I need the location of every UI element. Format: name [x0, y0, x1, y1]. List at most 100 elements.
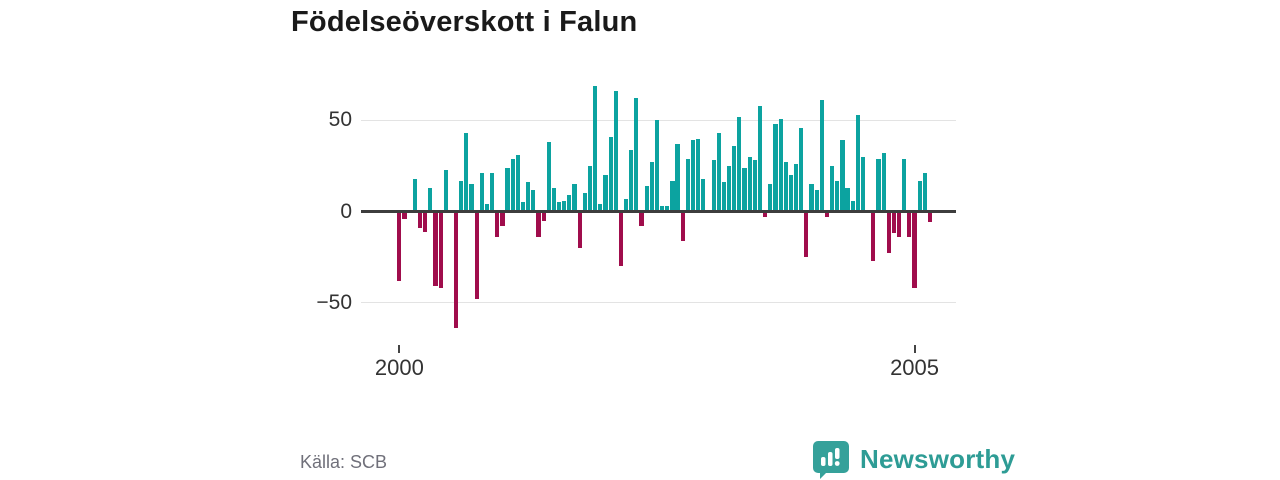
bar — [417, 211, 423, 228]
bar — [593, 85, 598, 212]
bar — [459, 180, 464, 212]
bar — [891, 211, 897, 234]
bar — [793, 164, 799, 212]
bar — [660, 206, 665, 212]
bar — [541, 211, 546, 221]
bar — [428, 187, 433, 212]
bar — [881, 153, 886, 212]
bar — [819, 100, 824, 212]
bar — [716, 133, 721, 212]
bar — [453, 211, 459, 329]
bar — [747, 156, 752, 212]
bar — [490, 173, 495, 212]
x-axis-label: 2005 — [890, 355, 940, 380]
x-axis-tick — [398, 345, 401, 353]
bar — [649, 162, 654, 212]
bar — [907, 211, 912, 238]
bar — [922, 173, 927, 212]
bar — [721, 182, 727, 212]
bar — [711, 160, 716, 212]
bar — [479, 173, 484, 212]
bar — [860, 156, 866, 212]
bar — [603, 175, 608, 212]
bar — [768, 184, 773, 212]
x-axis-label: 2000 — [374, 355, 424, 380]
zero-axis-line — [361, 210, 956, 213]
bar — [680, 211, 685, 241]
bar — [804, 211, 809, 258]
bar — [639, 211, 644, 227]
bar — [690, 140, 696, 212]
bar — [567, 195, 572, 212]
bar — [799, 127, 804, 212]
chart-title: Födelseöverskott i Falun — [291, 6, 638, 38]
bar — [788, 175, 793, 212]
bar — [732, 145, 737, 212]
y-axis-label: 0 — [340, 199, 352, 223]
bar — [902, 158, 907, 212]
bar — [412, 178, 417, 212]
bar — [613, 91, 618, 212]
bar — [582, 193, 587, 212]
newsworthy-wordmark: Newsworthy — [860, 444, 1016, 474]
bar — [835, 180, 840, 212]
bar — [469, 184, 474, 212]
bar — [696, 138, 701, 212]
bar — [484, 204, 490, 212]
bar — [752, 160, 757, 212]
bar — [397, 211, 402, 281]
bar — [629, 149, 634, 212]
bar — [526, 182, 531, 212]
bar — [855, 114, 860, 212]
bar — [536, 211, 541, 238]
bar — [556, 202, 562, 212]
bar — [551, 187, 557, 212]
bar — [520, 202, 526, 212]
bar — [598, 204, 603, 212]
bar — [402, 211, 407, 219]
bar — [783, 162, 788, 212]
bar — [618, 211, 623, 267]
bar — [443, 169, 448, 212]
y-axis-label: 50 — [328, 108, 352, 132]
bar — [577, 211, 582, 248]
bar — [670, 180, 675, 212]
bar — [845, 187, 850, 212]
bar — [886, 211, 891, 254]
bar — [778, 118, 783, 212]
bar — [634, 98, 639, 212]
bar — [726, 165, 732, 212]
bar — [927, 211, 933, 223]
bar — [876, 158, 881, 212]
gridline — [361, 302, 956, 304]
bar — [665, 206, 670, 212]
bar — [474, 211, 479, 299]
bar — [917, 180, 922, 212]
bar — [757, 105, 763, 212]
bar — [685, 158, 690, 212]
bar — [608, 136, 613, 212]
bar — [737, 116, 742, 212]
bar — [814, 189, 819, 212]
x-axis-tick — [913, 345, 916, 353]
bar — [809, 184, 814, 212]
bar — [438, 211, 443, 289]
newsworthy-logo: Newsworthy — [812, 440, 1015, 479]
source-label: Källa: SCB — [300, 452, 388, 472]
bar — [773, 123, 778, 212]
bar — [850, 200, 855, 212]
bar — [742, 167, 747, 212]
bar — [495, 211, 500, 238]
bar — [623, 198, 629, 212]
bar — [515, 154, 520, 212]
bar — [500, 211, 505, 227]
bar — [505, 167, 510, 212]
bar — [433, 211, 438, 287]
bar — [587, 165, 593, 212]
bar — [423, 211, 428, 232]
bar — [675, 144, 680, 212]
bar — [510, 158, 515, 212]
y-axis-label: −50 — [316, 290, 352, 314]
